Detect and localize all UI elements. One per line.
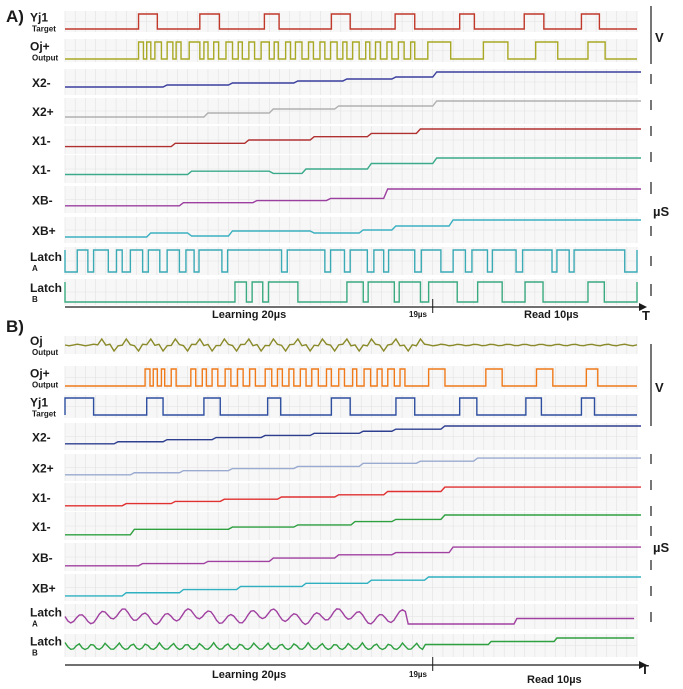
- series-line-latch-b-b: [64, 637, 635, 651]
- series-sublabel: Output: [32, 381, 59, 390]
- series-line-x1-minus-c: [65, 486, 641, 507]
- series-label: X2+: [32, 105, 54, 119]
- series-line-x2-minus-b: [65, 425, 641, 445]
- series-sublabel: B: [32, 649, 38, 658]
- voltage-unit: V: [655, 380, 664, 395]
- series-label: X1-: [32, 163, 51, 177]
- series-label: X2+: [32, 462, 54, 476]
- series-line-oj-plus: [65, 41, 637, 60]
- series-line-yj1: [65, 13, 637, 30]
- panel-label: A): [6, 7, 24, 26]
- series-line-yj1-b: [64, 397, 637, 416]
- series-label: Oj: [30, 334, 43, 348]
- series-line-latch-a-b: [64, 607, 635, 626]
- series-line-latch-a: [64, 249, 638, 273]
- series-label: X1-: [32, 491, 51, 505]
- time-end-label: T: [642, 308, 650, 323]
- series-line-x2-plus-b: [65, 457, 641, 476]
- read-label: Read 10µs: [527, 674, 582, 686]
- panel-label: B): [6, 317, 24, 336]
- series-label: Yj1: [30, 11, 48, 25]
- series-line-xb-minus-b: [65, 546, 641, 567]
- read-label: Read 10µs: [524, 309, 579, 321]
- series-label: Latch: [30, 281, 62, 295]
- series-line-x1-minus-b: [65, 157, 641, 176]
- series-label: XB-: [32, 551, 53, 565]
- series-line-x2-minus: [65, 71, 641, 88]
- series-sublabel: Output: [32, 54, 59, 63]
- time-end-label: T: [641, 662, 649, 677]
- series-sublabel: A: [32, 620, 38, 629]
- current-unit: µS: [653, 204, 669, 219]
- series-line-oj: [64, 337, 638, 353]
- series-line-oj-plus-b: [65, 368, 637, 387]
- series-label: Oj+: [30, 40, 50, 54]
- current-unit: µS: [653, 540, 669, 555]
- series-label: Oj+: [30, 367, 50, 381]
- series-line-xb-plus: [65, 219, 641, 238]
- series-line-x1-minus-a: [65, 128, 641, 148]
- series-label: Latch: [30, 606, 62, 620]
- learning-label: Learning 20µs: [212, 309, 286, 321]
- marker-label: 19µs: [409, 670, 428, 679]
- learning-label: Learning 20µs: [212, 669, 286, 681]
- series-label: XB+: [32, 582, 56, 596]
- series-label: X1-: [32, 134, 51, 148]
- panel-1: B)OjOutputOj+OutputYj1TargetX2-X2+X1-X1-…: [6, 317, 669, 686]
- series-label: Latch: [30, 250, 62, 264]
- series-line-latch-b: [64, 281, 638, 303]
- voltage-unit: V: [655, 30, 664, 45]
- marker-label: 19µs: [409, 310, 428, 319]
- series-sublabel: Target: [32, 410, 56, 419]
- series-label: X2-: [32, 76, 51, 90]
- series-label: X1-: [32, 520, 51, 534]
- series-line-xb-minus: [65, 188, 641, 207]
- series-sublabel: B: [32, 295, 38, 304]
- series-sublabel: Target: [32, 25, 56, 34]
- series-label: XB-: [32, 194, 53, 208]
- series-label: XB+: [32, 224, 56, 238]
- series-line-x1-minus-d: [65, 514, 641, 536]
- time-axis-arrow: [639, 661, 647, 669]
- series-label: Latch: [30, 635, 62, 649]
- series-sublabel: Output: [32, 348, 59, 357]
- series-label: X2-: [32, 431, 51, 445]
- series-label: Yj1: [30, 396, 48, 410]
- time-axis-arrow: [639, 303, 647, 311]
- series-line-xb-plus-b: [65, 576, 641, 597]
- series-sublabel: A: [32, 264, 38, 273]
- series-line-x2-plus: [65, 100, 641, 118]
